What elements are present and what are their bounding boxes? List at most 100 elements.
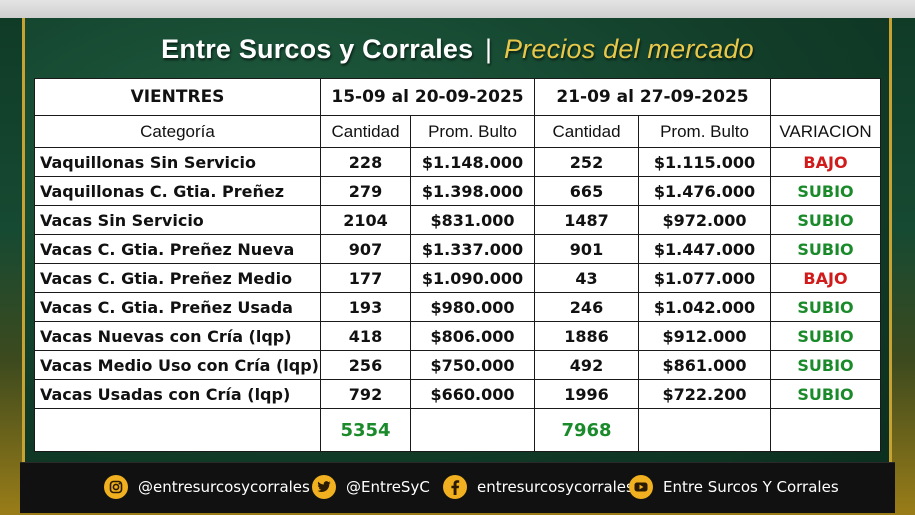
col-categoria: Categoría [34,115,321,148]
row-prom-2: $1.447.000 [638,234,771,264]
social-facebook[interactable]: entresurcosycorrales [443,474,634,500]
row-variacion: SUBIO [770,176,881,206]
page-title: Entre Surcos y Corrales | Precios del me… [0,34,915,65]
row-category: Vaquillonas Sin Servicio [34,147,321,177]
row-prom-1: $750.000 [410,350,535,380]
row-prom-2: $1.077.000 [638,263,771,293]
row-prom-2: $912.000 [638,321,771,351]
period2-header: 21-09 al 27-09-2025 [534,78,771,116]
row-prom-1: $1.148.000 [410,147,535,177]
table-row: Vacas Medio Uso con Cría (lqp) 256 $750.00… [34,350,881,380]
row-cantidad-1: 228 [320,147,411,177]
col-prom-2: Prom. Bulto [638,115,771,148]
row-variacion: SUBIO [770,205,881,235]
prices-table: VIENTRES 15-09 al 20-09-2025 21-09 al 27… [34,78,881,452]
total-empty-4 [770,408,881,452]
instagram-handle: @entresurcosycorrales [138,478,310,496]
table-row: Vacas Usadas con Cría (lqp) 792 $660.000 19… [34,379,881,409]
row-cantidad-1: 279 [320,176,411,206]
twitter-icon [312,475,336,499]
row-category: Vacas Medio Uso con Cría (lqp) [34,350,321,380]
row-category: Vacas C. Gtia. Preñez Medio [34,263,321,293]
table-row: Vaquillonas Sin Servicio 228 $1.148.000 252… [34,147,881,177]
row-category: Vacas Usadas con Cría (lqp) [34,379,321,409]
row-variacion: SUBIO [770,292,881,322]
social-instagram[interactable]: @entresurcosycorrales [104,474,310,500]
top-strip [0,0,915,18]
youtube-channel: Entre Surcos Y Corrales [663,478,839,496]
table-row: Vaquillonas C. Gtia. Preñez 279 $1.398.000… [34,176,881,206]
row-cantidad-2: 252 [534,147,639,177]
social-twitter[interactable]: @EntreSyC [312,474,430,500]
table-row: Vacas C. Gtia. Preñez Medio 177 $1.090.000… [34,263,881,293]
row-cantidad-1: 177 [320,263,411,293]
row-cantidad-1: 907 [320,234,411,264]
empty-header-cell [770,78,881,116]
col-cantidad-1: Cantidad [320,115,411,148]
row-category: Vacas Nuevas con Cría (lqp) [34,321,321,351]
row-prom-1: $831.000 [410,205,535,235]
facebook-icon [443,475,467,499]
section-label: VIENTRES [34,78,321,116]
row-prom-1: $806.000 [410,321,535,351]
row-cantidad-2: 492 [534,350,639,380]
total-cantidad-2: 7968 [534,408,639,452]
twitter-handle: @EntreSyC [346,478,430,496]
row-cantidad-1: 792 [320,379,411,409]
row-cantidad-2: 1996 [534,379,639,409]
total-cantidad-1: 5354 [320,408,411,452]
col-prom-1: Prom. Bulto [410,115,535,148]
row-cantidad-2: 43 [534,263,639,293]
row-variacion: BAJO [770,263,881,293]
row-cantidad-1: 2104 [320,205,411,235]
row-cantidad-2: 901 [534,234,639,264]
row-prom-2: $722.200 [638,379,771,409]
row-variacion: SUBIO [770,321,881,351]
row-variacion: BAJO [770,147,881,177]
col-variacion: VARIACION [770,115,881,148]
youtube-icon [629,475,653,499]
row-cantidad-2: 665 [534,176,639,206]
instagram-icon [104,475,128,499]
row-variacion: SUBIO [770,379,881,409]
title-main: Entre Surcos y Corrales [161,34,474,64]
header-row-columns: Categoría Cantidad Prom. Bulto Cantidad … [34,115,881,148]
facebook-handle: entresurcosycorrales [477,478,634,496]
row-prom-1: $1.398.000 [410,176,535,206]
row-variacion: SUBIO [770,234,881,264]
row-prom-2: $972.000 [638,205,771,235]
row-cantidad-2: 1487 [534,205,639,235]
row-prom-1: $980.000 [410,292,535,322]
title-separator: | [485,34,493,64]
row-prom-1: $660.000 [410,379,535,409]
row-cantidad-1: 256 [320,350,411,380]
row-prom-2: $861.000 [638,350,771,380]
period1-header: 15-09 al 20-09-2025 [320,78,535,116]
total-empty-3 [638,408,771,452]
row-category: Vacas C. Gtia. Preñez Nueva [34,234,321,264]
social-youtube[interactable]: Entre Surcos Y Corrales [629,474,839,500]
col-cantidad-2: Cantidad [534,115,639,148]
row-category: Vacas Sin Servicio [34,205,321,235]
title-subtitle: Precios del mercado [503,34,754,64]
header-row-periods: VIENTRES 15-09 al 20-09-2025 21-09 al 27… [34,78,881,116]
row-prom-2: $1.042.000 [638,292,771,322]
row-prom-2: $1.476.000 [638,176,771,206]
row-cantidad-1: 418 [320,321,411,351]
row-category: Vacas C. Gtia. Preñez Usada [34,292,321,322]
row-cantidad-1: 193 [320,292,411,322]
row-category: Vaquillonas C. Gtia. Preñez [34,176,321,206]
totals-row: 5354 7968 [34,408,881,452]
row-cantidad-2: 1886 [534,321,639,351]
table-row: Vacas C. Gtia. Preñez Nueva 907 $1.337.000… [34,234,881,264]
row-cantidad-2: 246 [534,292,639,322]
row-prom-1: $1.337.000 [410,234,535,264]
table-row: Vacas C. Gtia. Preñez Usada 193 $980.000 24… [34,292,881,322]
row-prom-1: $1.090.000 [410,263,535,293]
table-row: Vacas Nuevas con Cría (lqp) 418 $806.000 18… [34,321,881,351]
total-empty-1 [34,408,321,452]
total-empty-2 [410,408,535,452]
row-prom-2: $1.115.000 [638,147,771,177]
table-row: Vacas Sin Servicio 2104 $831.000 1487 $972.0… [34,205,881,235]
row-variacion: SUBIO [770,350,881,380]
